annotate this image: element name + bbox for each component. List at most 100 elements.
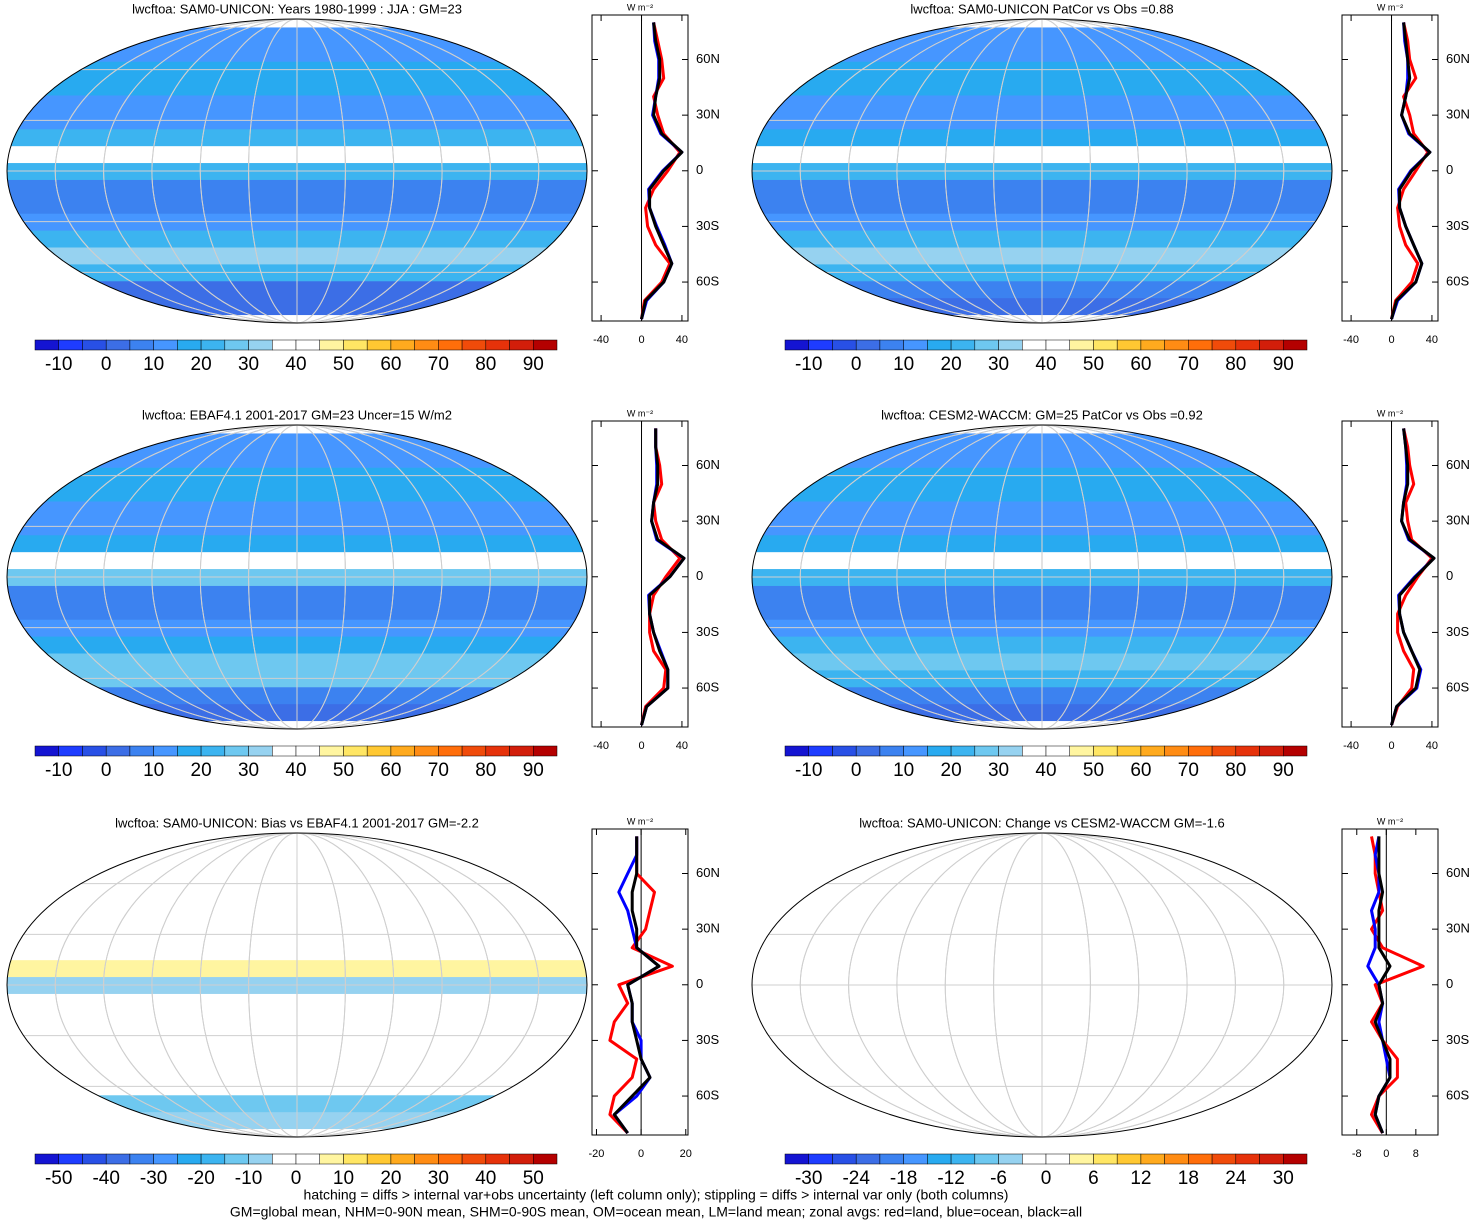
colorbar-box — [784, 1153, 809, 1165]
colorbar-label: 70 — [1178, 354, 1199, 375]
colorbar-box — [105, 1153, 131, 1165]
colorbar-box — [1283, 339, 1308, 351]
map-outline — [6, 18, 588, 324]
y-tick-label: 30S — [1446, 624, 1469, 639]
colorbar-label: 40 — [1035, 354, 1056, 375]
colorbar-box — [177, 1153, 202, 1165]
colorbar-box — [1164, 339, 1189, 351]
profile-frame — [591, 828, 689, 1136]
profile-frame — [1341, 14, 1439, 322]
colorbar-label: -10 — [795, 760, 822, 781]
colorbar-label: 80 — [475, 760, 496, 781]
colorbar-box — [1093, 1153, 1118, 1165]
colorbar-box — [1045, 1153, 1070, 1165]
y-tick-label: 30N — [1446, 107, 1470, 122]
colorbar-box — [129, 339, 154, 351]
colorbar-label: -40 — [92, 1168, 119, 1189]
colorbar-box — [974, 339, 999, 351]
x-tick-label: -40 — [593, 740, 609, 752]
colorbar-box — [1022, 1153, 1047, 1165]
colorbar-label: 60 — [1130, 760, 1151, 781]
colorbar-box — [879, 745, 904, 757]
colorbar-box — [509, 339, 534, 351]
y-tick-label: 30N — [696, 107, 720, 122]
x-tick-label: 0 — [638, 1148, 644, 1160]
x-tick-label: 0 — [638, 740, 644, 752]
colorbar-box — [319, 339, 344, 351]
colorbar-box — [1069, 1153, 1094, 1165]
colorbar-box — [950, 339, 976, 351]
colorbar-label: 6 — [1088, 1168, 1099, 1189]
colorbar-box — [832, 745, 857, 757]
colorbar-box — [390, 745, 415, 757]
colorbar-box — [1259, 339, 1284, 351]
colorbar-box — [1116, 745, 1142, 757]
colorbar-label: 70 — [1178, 760, 1199, 781]
profile-line — [640, 428, 686, 726]
colorbar-box — [808, 339, 833, 351]
y-tick-label: 30S — [1446, 218, 1469, 233]
colorbar-box — [808, 1153, 833, 1165]
colorbar-label: 90 — [523, 760, 544, 781]
y-tick-label: 60S — [696, 1087, 719, 1102]
profile-units: W m⁻² — [1377, 2, 1403, 12]
colorbar-label: 40 — [285, 760, 306, 781]
colorbar-box — [808, 745, 833, 757]
y-tick-label: 60N — [696, 51, 720, 66]
colorbar-box — [855, 1153, 881, 1165]
colorbar-box — [414, 745, 439, 757]
colorbar-label: 30 — [428, 1168, 449, 1189]
panel-title: lwcftoa: SAM0-UNICON: Change vs CESM2-WA… — [859, 815, 1224, 830]
colorbar-box — [533, 339, 558, 351]
colorbar-box — [153, 745, 178, 757]
colorbar-label: 30 — [1273, 1168, 1294, 1189]
colorbar-box — [1259, 745, 1284, 757]
colorbar-label: 10 — [143, 354, 164, 375]
colorbar-box — [248, 745, 273, 757]
colorbar-box — [34, 745, 59, 757]
colorbar-box — [784, 339, 809, 351]
colorbar-box — [224, 339, 249, 351]
colorbar-label: 90 — [1273, 354, 1294, 375]
colorbar-box — [366, 745, 392, 757]
profile-line — [608, 836, 674, 1135]
profile-units: W m⁻² — [627, 408, 653, 418]
colorbar-label: 0 — [1041, 1168, 1052, 1189]
colorbar-label: -10 — [45, 760, 72, 781]
colorbar-box — [1259, 1153, 1284, 1165]
colorbar-box — [295, 339, 320, 351]
colorbar-box — [272, 745, 297, 757]
panel-title: lwcftoa: CESM2-WACCM: GM=25 PatCor vs Ob… — [881, 407, 1203, 422]
colorbar-label: 10 — [333, 1168, 354, 1189]
colorbar-box — [485, 745, 510, 757]
colorbar-box — [1235, 1153, 1260, 1165]
colorbar-label: 30 — [238, 354, 259, 375]
colorbar-box — [248, 1153, 273, 1165]
panel-title: lwcftoa: EBAF4.1 2001-2017 GM=23 Uncer=1… — [142, 407, 452, 422]
map-outline — [751, 18, 1333, 324]
colorbar-box — [509, 745, 534, 757]
colorbar-label: 0 — [101, 760, 112, 781]
colorbar-label: 24 — [1225, 1168, 1247, 1189]
colorbar-box — [1188, 745, 1213, 757]
colorbar-box — [879, 339, 904, 351]
colorbar-box — [1069, 339, 1094, 351]
map — [752, 19, 1332, 323]
colorbar-label: 50 — [333, 760, 354, 781]
colorbar-label: 90 — [523, 354, 544, 375]
y-tick-label: 30S — [696, 624, 719, 639]
colorbar-box — [177, 745, 202, 757]
colorbar-box — [82, 1153, 107, 1165]
colorbar-box — [177, 339, 202, 351]
colorbar-label: 20 — [191, 760, 212, 781]
x-tick-label: 8 — [1413, 1148, 1419, 1160]
colorbar-box — [485, 339, 510, 351]
colorbar-label: 60 — [380, 354, 401, 375]
colorbar-box — [58, 745, 83, 757]
colorbar-label: 60 — [1130, 354, 1151, 375]
colorbar-label: 80 — [1225, 354, 1246, 375]
colorbar-label: 50 — [1083, 760, 1104, 781]
colorbar-box — [1164, 745, 1189, 757]
x-tick-label: -40 — [1343, 740, 1359, 752]
